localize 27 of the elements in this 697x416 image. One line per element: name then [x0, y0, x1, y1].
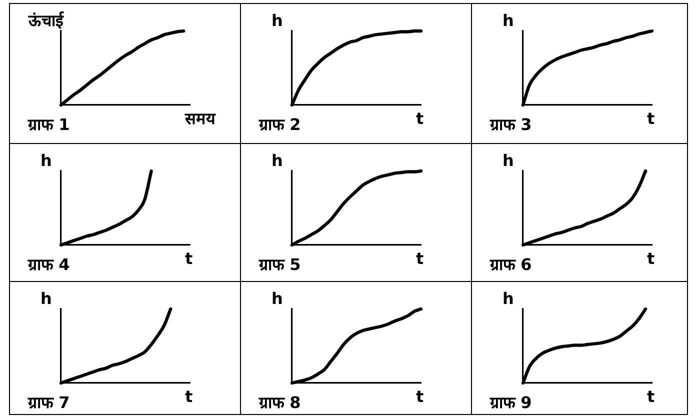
y-axis-title: h [272, 151, 283, 170]
x-axis-title: t [185, 249, 193, 268]
y-axis-title: h [40, 151, 52, 170]
x-axis-title: t [185, 387, 193, 406]
y-axis-title: h [502, 151, 514, 170]
y-axis-title: h [502, 289, 514, 308]
text: ग्राफ 7 [28, 393, 70, 412]
y-axis-title: h [502, 11, 514, 30]
x-axis-title: t [647, 109, 655, 128]
text: ग्राफ 9 [490, 393, 532, 412]
y-axis-title: h [40, 289, 52, 308]
text: ग्राफ 4 [28, 255, 70, 274]
x-axis-title: t [416, 387, 424, 406]
text: ग्राफ 8 [259, 393, 301, 412]
x-axis-title: t [416, 249, 424, 268]
x-axis-title: t [647, 249, 655, 268]
text: ग्राफ 1 [28, 115, 70, 134]
text: ग्राफ 2 [259, 115, 301, 134]
x-axis-title: t [416, 109, 424, 128]
text: ग्राफ 6 [490, 255, 532, 274]
y-axis-title: ऊंचाई [28, 11, 64, 30]
y-axis-title: h [272, 289, 283, 308]
text: ग्राफ 5 [259, 255, 301, 274]
x-axis-title: t [647, 387, 655, 406]
y-axis-title: h [272, 11, 283, 30]
x-axis-title: समय [185, 109, 215, 128]
text: ग्राफ 3 [490, 115, 532, 134]
